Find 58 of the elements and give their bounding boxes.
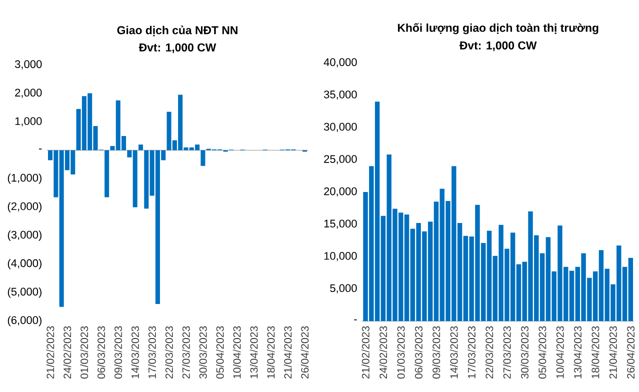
- x-tick-label: 10/04/2023: [556, 326, 564, 378]
- x-tick-label: 06/03/2023: [97, 326, 106, 379]
- y-tick-label: 35,000: [324, 90, 357, 100]
- x-tick-label: 24/02/2023: [379, 326, 388, 379]
- x-tick-label: 21/02/2023: [46, 326, 54, 379]
- bar: [200, 150, 206, 166]
- x-tick-label: 27/03/2023: [182, 326, 190, 379]
- y-tick-label: 10,000: [324, 252, 357, 262]
- x-tick-label: 30/03/2023: [520, 326, 529, 379]
- y-tick-label: 2,000: [15, 88, 42, 98]
- chart-subtitle: Đvt: 1,000 CW: [138, 43, 216, 54]
- x-tick-label: 26/04/2023: [300, 326, 309, 379]
- x-tick-label: 22/03/2023: [165, 326, 173, 379]
- x-tick-label: 14/03/2023: [450, 326, 458, 378]
- x-tick-label: 01/03/2023: [80, 326, 88, 379]
- x-tick-label: 13/04/2023: [574, 326, 582, 378]
- y-tick-label: (4,000): [8, 259, 42, 270]
- x-tick-label: 22/03/2023: [485, 326, 494, 379]
- x-tick-label: 18/04/2023: [266, 326, 275, 378]
- x-tick-label: 09/03/2023: [432, 326, 440, 379]
- x-tick-label: 05/04/2023: [538, 326, 546, 379]
- y-tick-label: 40,000: [324, 58, 357, 68]
- y-tick-label: 1,000: [15, 117, 42, 126]
- x-tick-label: 05/04/2023: [216, 326, 224, 379]
- x-tick-label: 27/03/2023: [503, 326, 511, 379]
- x-tick-label: 14/03/2023: [131, 326, 139, 378]
- y-tick-label: (3,000): [8, 230, 42, 241]
- y-tick-label: 15,000: [324, 220, 357, 229]
- y-tick-label: 25,000: [324, 155, 357, 164]
- x-tick-label: 10/04/2023: [232, 326, 241, 378]
- x-tick-label: 26/04/2023: [626, 326, 635, 379]
- bar: [138, 144, 143, 150]
- y-tick-label: (1,000): [8, 174, 42, 184]
- x-tick-label: 17/03/2023: [468, 326, 476, 378]
- y-tick-label: 5,000: [330, 284, 357, 294]
- chart-title: Giao dịch của NĐT NN: [117, 26, 238, 36]
- x-tick-label: 09/03/2023: [114, 326, 122, 379]
- chart-subtitle: Đvt: 1,000 CW: [459, 41, 537, 52]
- y-tick-label: (2,000): [8, 202, 42, 212]
- chart-title: Khối lượng giao dịch toàn thị trường: [398, 23, 598, 34]
- y-tick-label: (5,000): [8, 288, 42, 298]
- x-tick-label: 21/04/2023: [284, 326, 292, 379]
- y-tick-label: (6,000): [8, 316, 42, 326]
- y-tick-label: -: [354, 319, 357, 320]
- x-tick-label: 21/04/2023: [609, 326, 617, 379]
- x-tick-label: 24/02/2023: [63, 326, 72, 379]
- bar: [104, 150, 110, 198]
- x-tick-label: 06/03/2023: [414, 326, 422, 379]
- y-tick-label: 30,000: [324, 122, 357, 132]
- x-tick-label: 13/04/2023: [250, 326, 258, 378]
- x-tick-label: 01/03/2023: [396, 326, 405, 379]
- x-tick-label: 30/03/2023: [199, 326, 207, 379]
- x-tick-label: 17/03/2023: [148, 326, 156, 378]
- x-tick-label: 21/02/2023: [362, 326, 370, 379]
- y-tick-label: -: [39, 148, 42, 150]
- x-tick-label: 18/04/2023: [591, 326, 600, 378]
- y-tick-label: 3,000: [14, 60, 42, 70]
- y-tick-label: 20,000: [324, 187, 357, 197]
